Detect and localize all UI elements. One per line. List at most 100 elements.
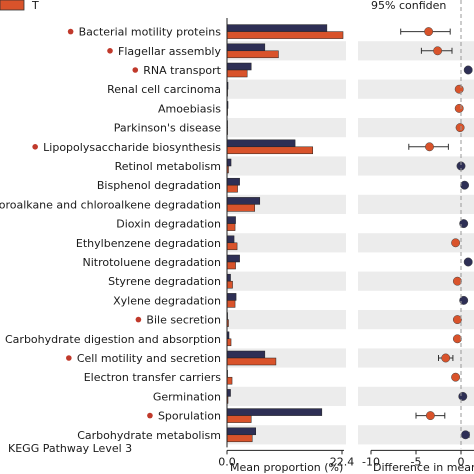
row-band-left [227,386,346,406]
ci-header: 95% confiden [371,0,446,12]
bar-t [226,69,248,78]
difference-point [458,391,468,401]
difference-point [425,411,435,421]
bar-t [226,434,253,443]
category-label: Bacterial motility proteins [79,26,222,39]
difference-point [451,238,461,248]
category-label: Styrene degradation [108,275,221,288]
bar-t [226,31,344,39]
category-label: Retinol metabolism [115,160,221,173]
right-x-tick-label: 0 [458,455,465,468]
difference-point [451,372,461,382]
bar-t [226,376,233,385]
legend: N T [0,0,39,12]
bar-t [226,300,236,308]
significance-marker [67,28,74,35]
row-band-right [358,41,474,61]
difference-point [452,334,462,344]
bar-n [226,43,266,52]
bar-n [226,139,296,148]
row-band-left [227,79,346,99]
left-x-tick-label: 0.0 [218,455,236,468]
category-labels: Bacterial motility proteins Flagellar ass… [0,26,222,442]
bar-marks [226,24,344,443]
difference-point [459,219,469,229]
bar-n [226,408,323,416]
difference-point [424,27,434,37]
row-band-right [358,310,474,330]
row-band-left [227,310,346,330]
category-label: Lipopolysaccharide biosynthesis [43,141,221,154]
category-label: Nitrotoluene degradation [83,256,222,269]
bar-n [226,273,231,282]
row-band-right [358,156,474,176]
difference-point [452,276,462,286]
right-x-tick-label: -5 [411,455,422,468]
row-band-right [358,348,474,368]
row-band-left [227,118,346,138]
bar-t [226,146,314,155]
bar-t [226,338,232,347]
category-label: Parkinson's disease [114,122,221,135]
significance-marker [66,355,72,361]
bar-t [226,415,252,423]
difference-point [441,353,451,363]
category-label: Flagellar assembly [118,45,221,58]
difference-point [455,123,465,133]
bar-t [226,50,279,59]
category-label: loroalkane and chloroalkene degradation [0,198,221,211]
category-label: Xylene degradation [113,294,221,307]
legend-swatch-t [0,0,25,11]
category-label: Ethylbenzene degradation [76,237,221,250]
row-band-right [358,118,474,138]
difference-point [425,142,434,152]
y-axis-title: KEGG Pathway Level 3 [8,442,132,455]
difference-point [452,315,462,325]
difference-point [463,65,473,75]
category-label: Electron transfer carriers [84,371,222,384]
bar-t [226,204,255,212]
right-x-axis-title: Difference in mean [373,461,474,474]
row-bands [227,41,474,445]
row-band-left [227,271,346,291]
row-band-right [358,233,474,253]
row-band-left [227,233,346,253]
bar-n [226,216,236,224]
bar-n [226,254,240,263]
bar-n [226,158,232,167]
category-label: Bile secretion [146,314,221,327]
bar-n [226,62,252,71]
difference-point [454,103,464,113]
category-label: Renal cell carcinoma [107,83,221,96]
significance-marker [107,48,113,54]
bar-n [226,24,328,32]
bar-n [226,427,257,436]
bar-n [226,293,237,301]
bar-t [226,242,238,251]
category-label: Bisphenol degradation [97,179,221,192]
row-band-right [358,79,474,99]
bar-t [226,261,236,270]
category-label: Carbohydrate metabolism [77,429,221,442]
significance-marker [147,412,153,419]
category-label: Dioxin degradation [116,218,221,231]
legend-label-t: T [31,0,39,12]
bar-t [226,357,277,366]
row-band-right [358,194,474,214]
bar-t [226,184,238,193]
row-band-left [227,156,346,176]
difference-point [463,257,473,267]
row-band-right [358,386,474,406]
row-band-right [358,271,474,291]
category-label: Sporulation [158,410,221,423]
bar-t [226,223,236,231]
axes: 0.0 22.4 -10 -5 0 [218,0,474,468]
difference-point [454,84,464,94]
category-label: Germination [153,390,221,403]
significance-marker [135,316,142,323]
significance-marker [32,144,38,150]
category-label: RNA transport [143,64,221,77]
bar-n [226,350,266,359]
row-band-right [358,425,474,445]
